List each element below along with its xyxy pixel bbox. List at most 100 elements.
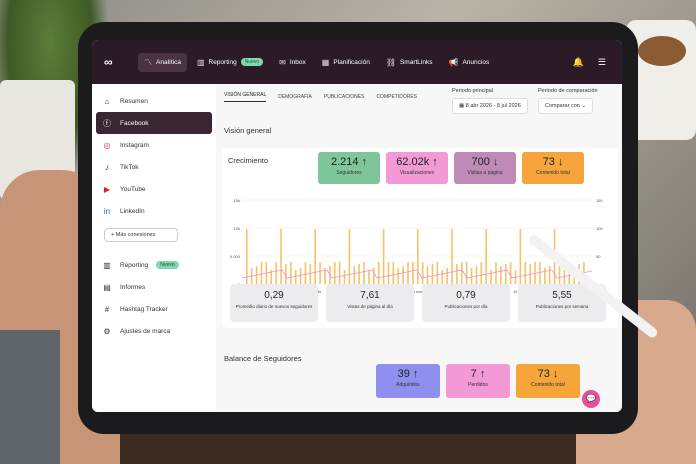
sidebar-item-tiktok[interactable]: ♪ TikTok bbox=[92, 156, 216, 178]
chart-bar bbox=[270, 270, 273, 284]
chart-bar bbox=[338, 262, 341, 284]
balance-lost[interactable]: 7 ↑ Perdidos bbox=[446, 364, 510, 398]
sidebar-item-summary[interactable]: ⌂ Resumen bbox=[92, 90, 216, 112]
sidebar-item-label: Reporting bbox=[120, 261, 149, 269]
nav-label: Reporting bbox=[208, 58, 237, 66]
nav-planning[interactable]: ▦ Planificación bbox=[316, 54, 376, 71]
kpi-value: 2.214 ↑ bbox=[330, 156, 368, 168]
chart-bar bbox=[451, 229, 453, 284]
kpi-followers[interactable]: 2.214 ↑ Seguidores bbox=[318, 152, 380, 184]
balance-acquired[interactable]: 39 ↑ Adquiridos bbox=[376, 364, 440, 398]
sidebar-item-youtube[interactable]: ▶ YouTube bbox=[92, 178, 216, 200]
tab-demography[interactable]: DEMOGRAFÍA bbox=[278, 94, 312, 100]
bell-icon[interactable]: 🔔 bbox=[572, 56, 584, 67]
chart-bar bbox=[426, 266, 429, 284]
chart-bar bbox=[504, 264, 507, 284]
stat-value: 0,79 bbox=[456, 290, 476, 301]
youtube-icon: ▶ bbox=[103, 184, 111, 194]
nav-label: Analítica bbox=[156, 58, 181, 66]
chart-bar bbox=[280, 229, 282, 284]
sidebar-item-hashtag[interactable]: # Hashtag Tracker bbox=[92, 298, 216, 320]
kpi-value: 73 ↓ bbox=[542, 156, 564, 168]
chart-bar bbox=[358, 264, 360, 284]
kpi-label: Visualizaciones bbox=[399, 170, 435, 176]
hashtag-icon: # bbox=[104, 304, 110, 314]
nav-inbox[interactable]: ✉ Inbox bbox=[273, 54, 312, 71]
app-screen: ∞ 〽 Analítica ▥ Reporting Nuevo ✉ Inbox … bbox=[92, 40, 622, 412]
kpi-page-visits[interactable]: 700 ↓ Visitas a página bbox=[454, 152, 516, 184]
coffee bbox=[638, 36, 686, 66]
sidebar-item-linkedin[interactable]: in LinkedIn bbox=[92, 200, 216, 222]
sidebar-item-reporting[interactable]: ▥ Reporting Nuevo bbox=[92, 254, 216, 276]
chart-bar bbox=[470, 268, 473, 284]
link-icon: ⛓ bbox=[385, 57, 396, 67]
nav-label: Inbox bbox=[289, 58, 306, 66]
chart-bar bbox=[519, 229, 522, 284]
y-tick-right: 50 bbox=[596, 254, 601, 259]
sidebar-item-label: TikTok bbox=[120, 163, 139, 171]
stat-label: Vistas de página al día bbox=[347, 304, 393, 309]
calendar-icon: ▦ bbox=[459, 103, 466, 109]
chart-bar bbox=[363, 262, 365, 284]
nav-reporting[interactable]: ▥ Reporting Nuevo bbox=[191, 54, 269, 71]
chart-bar bbox=[490, 270, 492, 284]
new-badge: Nuevo bbox=[240, 58, 264, 66]
chart-bar bbox=[465, 262, 468, 284]
chat-icon[interactable]: 💬 bbox=[582, 390, 600, 408]
sidebar-item-label: Ajustes de marca bbox=[120, 327, 171, 335]
chart-bar bbox=[563, 270, 566, 284]
stat-value: 0,29 bbox=[264, 290, 284, 301]
chart-bar bbox=[460, 262, 463, 284]
chart-bar bbox=[456, 264, 458, 284]
compare-dropdown[interactable]: Comparar con ⌄ bbox=[538, 98, 593, 114]
tiktok-icon: ♪ bbox=[105, 162, 109, 172]
sidebar-item-brand-settings[interactable]: ⚙ Ajustes de marca bbox=[92, 320, 216, 342]
growth-title: Crecimiento bbox=[228, 156, 269, 165]
chart-bar bbox=[539, 262, 541, 284]
nav-label: SmartLinks bbox=[399, 58, 433, 66]
chart-bar bbox=[368, 270, 370, 284]
instagram-icon: ◎ bbox=[103, 140, 111, 150]
kpi-value: 73 ↓ bbox=[537, 368, 559, 380]
nav-smartlinks[interactable]: ⛓ SmartLinks bbox=[380, 54, 439, 71]
balance-total-content[interactable]: 73 ↓ Contenido total bbox=[516, 364, 580, 398]
document-icon: ▤ bbox=[103, 282, 111, 292]
stat-value: 5,55 bbox=[552, 290, 572, 301]
menu-icon[interactable]: ☰ bbox=[597, 56, 606, 67]
main-period-picker[interactable]: ▦ 8 abr 2026 - 8 jul 2026 bbox=[452, 98, 528, 114]
kpi-label: Seguidores bbox=[336, 170, 362, 176]
nav-ads[interactable]: 📢 Anuncios bbox=[442, 54, 495, 71]
chart-bar bbox=[294, 270, 297, 284]
chart-bar bbox=[392, 262, 395, 284]
chart-bar bbox=[299, 268, 302, 284]
chart-bar bbox=[436, 262, 439, 284]
sidebar-item-reports[interactable]: ▤ Informes bbox=[92, 276, 216, 298]
kpi-total-content[interactable]: 73 ↓ Contenido total bbox=[522, 152, 584, 184]
sidebar-item-facebook[interactable]: ⓕ Facebook bbox=[96, 112, 212, 134]
chart-bar bbox=[377, 262, 380, 284]
tab-overview[interactable]: VISIÓN GENERAL bbox=[224, 92, 267, 102]
kpi-views[interactable]: 62.02k ↑ Visualizaciones bbox=[386, 152, 448, 184]
tab-posts[interactable]: PUBLICACIONES bbox=[323, 94, 365, 100]
add-connections-button[interactable]: + Más conexiones bbox=[104, 228, 178, 242]
sidebar-item-label: Informes bbox=[120, 283, 146, 291]
chart-bar bbox=[382, 229, 385, 284]
chart-bar bbox=[495, 262, 497, 284]
chart-bar bbox=[397, 268, 400, 284]
chart-bar bbox=[348, 229, 351, 284]
tab-competitors[interactable]: COMPETIDORES bbox=[376, 94, 417, 100]
sidebar-item-label: Instagram bbox=[120, 141, 149, 149]
chart-bar bbox=[417, 229, 419, 284]
sidebar-bottom: ▥ Reporting Nuevo ▤ Informes # Hashtag T… bbox=[92, 254, 216, 342]
chart-bar bbox=[333, 262, 336, 284]
chart-bar bbox=[441, 270, 444, 284]
app-logo[interactable]: ∞ bbox=[104, 55, 113, 69]
chart-bar bbox=[407, 262, 409, 284]
sidebar-item-instagram[interactable]: ◎ Instagram bbox=[92, 134, 216, 156]
sidebar-item-label: YouTube bbox=[120, 185, 146, 193]
chart-bar bbox=[343, 270, 346, 284]
chart-bar bbox=[246, 229, 248, 284]
compare-period-label: Periodo de comparación bbox=[538, 88, 598, 94]
nav-analytics[interactable]: 〽 Analítica bbox=[138, 52, 187, 72]
kpi-value: 62.02k ↑ bbox=[396, 156, 438, 168]
